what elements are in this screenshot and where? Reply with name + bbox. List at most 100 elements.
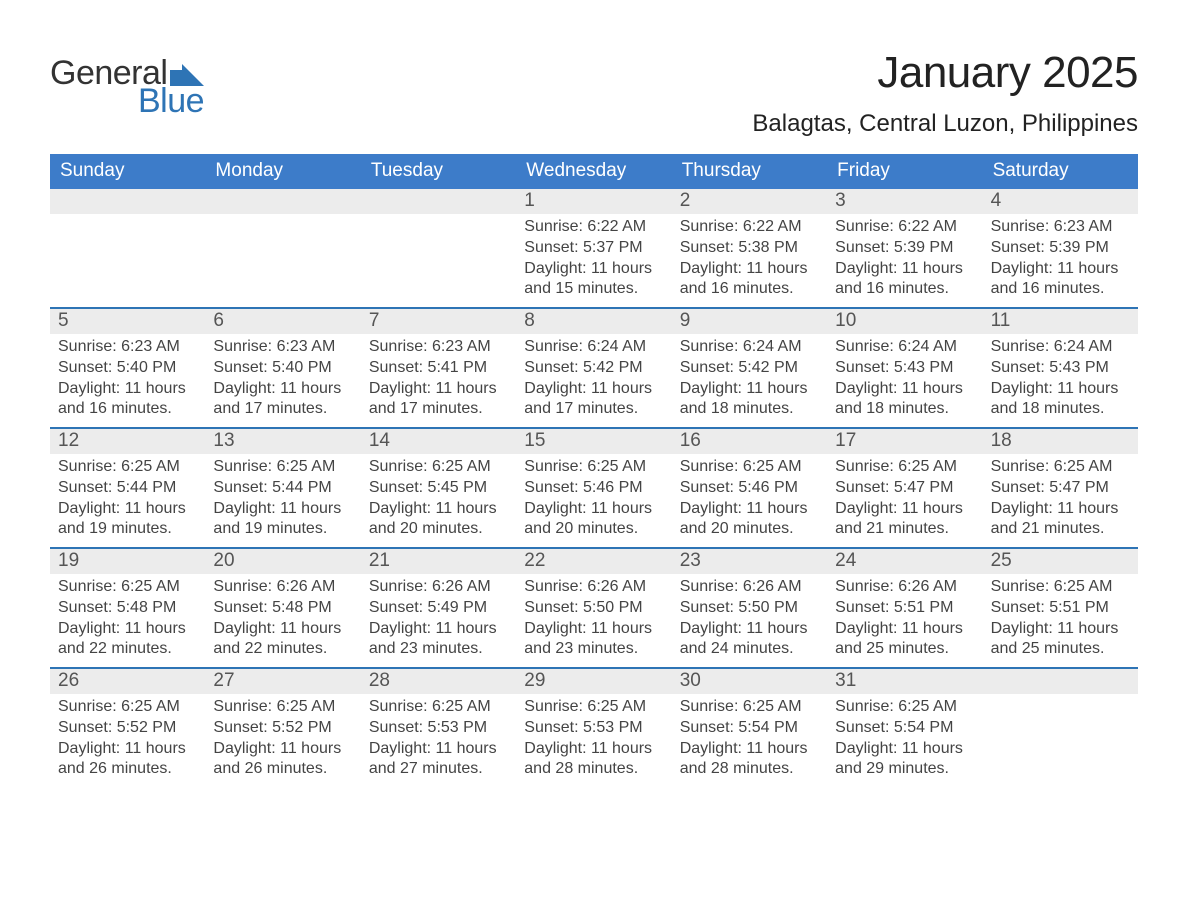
day-details: Sunrise: 6:23 AMSunset: 5:41 PMDaylight:…	[361, 334, 516, 426]
day-number: 11	[983, 309, 1138, 334]
day-number	[361, 189, 516, 214]
day-details: Sunrise: 6:26 AMSunset: 5:48 PMDaylight:…	[205, 574, 360, 666]
calendar-day-cell: 5 Sunrise: 6:23 AMSunset: 5:40 PMDaylight…	[50, 309, 205, 427]
day-details: Sunrise: 6:25 AMSunset: 5:46 PMDaylight:…	[672, 454, 827, 546]
sunrise-text: Sunrise: 6:25 AM	[58, 457, 197, 478]
daylight-text: Daylight: 11 hours and 20 minutes.	[680, 499, 819, 541]
daylight-text: Daylight: 11 hours and 16 minutes.	[58, 379, 197, 421]
sunset-text: Sunset: 5:53 PM	[524, 718, 663, 739]
sunset-text: Sunset: 5:51 PM	[991, 598, 1130, 619]
weekday-header-row: Sunday Monday Tuesday Wednesday Thursday…	[50, 154, 1138, 189]
sunset-text: Sunset: 5:40 PM	[58, 358, 197, 379]
daylight-text: Daylight: 11 hours and 16 minutes.	[680, 259, 819, 301]
day-number: 14	[361, 429, 516, 454]
sunset-text: Sunset: 5:53 PM	[369, 718, 508, 739]
daylight-text: Daylight: 11 hours and 18 minutes.	[680, 379, 819, 421]
sunset-text: Sunset: 5:46 PM	[680, 478, 819, 499]
sunrise-text: Sunrise: 6:23 AM	[58, 337, 197, 358]
weeks-container: 1Sunrise: 6:22 AMSunset: 5:37 PMDaylight…	[50, 189, 1138, 787]
day-details: Sunrise: 6:25 AMSunset: 5:51 PMDaylight:…	[983, 574, 1138, 666]
sunset-text: Sunset: 5:47 PM	[835, 478, 974, 499]
calendar-day-cell: 10Sunrise: 6:24 AMSunset: 5:43 PMDayligh…	[827, 309, 982, 427]
calendar-day-cell	[983, 669, 1138, 787]
calendar-day-cell: 23Sunrise: 6:26 AMSunset: 5:50 PMDayligh…	[672, 549, 827, 667]
day-number: 9	[672, 309, 827, 334]
sunrise-text: Sunrise: 6:26 AM	[369, 577, 508, 598]
sunrise-text: Sunrise: 6:25 AM	[58, 577, 197, 598]
calendar-day-cell: 18Sunrise: 6:25 AMSunset: 5:47 PMDayligh…	[983, 429, 1138, 547]
calendar-day-cell: 26Sunrise: 6:25 AMSunset: 5:52 PMDayligh…	[50, 669, 205, 787]
daylight-text: Daylight: 11 hours and 28 minutes.	[680, 739, 819, 781]
day-details: Sunrise: 6:23 AMSunset: 5:40 PMDaylight:…	[205, 334, 360, 426]
calendar-day-cell: 3Sunrise: 6:22 AMSunset: 5:39 PMDaylight…	[827, 189, 982, 307]
weekday-header-cell: Wednesday	[516, 154, 671, 189]
sunset-text: Sunset: 5:52 PM	[58, 718, 197, 739]
day-number: 28	[361, 669, 516, 694]
day-details: Sunrise: 6:25 AMSunset: 5:47 PMDaylight:…	[983, 454, 1138, 546]
weekday-header-cell: Tuesday	[361, 154, 516, 189]
day-number: 7	[361, 309, 516, 334]
sunrise-text: Sunrise: 6:24 AM	[835, 337, 974, 358]
sunrise-text: Sunrise: 6:22 AM	[680, 217, 819, 238]
day-details: Sunrise: 6:26 AMSunset: 5:50 PMDaylight:…	[516, 574, 671, 666]
weekday-header-cell: Monday	[205, 154, 360, 189]
sunrise-text: Sunrise: 6:25 AM	[369, 697, 508, 718]
sunrise-text: Sunrise: 6:25 AM	[58, 697, 197, 718]
day-number: 25	[983, 549, 1138, 574]
day-number	[50, 189, 205, 214]
weekday-header-cell: Saturday	[983, 154, 1138, 189]
day-number: 3	[827, 189, 982, 214]
day-details: Sunrise: 6:22 AMSunset: 5:38 PMDaylight:…	[672, 214, 827, 306]
sunrise-text: Sunrise: 6:25 AM	[524, 457, 663, 478]
sunset-text: Sunset: 5:47 PM	[991, 478, 1130, 499]
calendar-day-cell: 22Sunrise: 6:26 AMSunset: 5:50 PMDayligh…	[516, 549, 671, 667]
day-number: 8	[516, 309, 671, 334]
daylight-text: Daylight: 11 hours and 21 minutes.	[991, 499, 1130, 541]
location-subtitle: Balagtas, Central Luzon, Philippines	[752, 110, 1138, 138]
calendar-day-cell: 14Sunrise: 6:25 AMSunset: 5:45 PMDayligh…	[361, 429, 516, 547]
day-details: Sunrise: 6:24 AMSunset: 5:43 PMDaylight:…	[827, 334, 982, 426]
daylight-text: Daylight: 11 hours and 17 minutes.	[524, 379, 663, 421]
sunrise-text: Sunrise: 6:26 AM	[213, 577, 352, 598]
sunrise-text: Sunrise: 6:22 AM	[835, 217, 974, 238]
sunset-text: Sunset: 5:46 PM	[524, 478, 663, 499]
sunrise-text: Sunrise: 6:25 AM	[835, 697, 974, 718]
day-number: 15	[516, 429, 671, 454]
sunset-text: Sunset: 5:43 PM	[835, 358, 974, 379]
sunset-text: Sunset: 5:50 PM	[524, 598, 663, 619]
day-details: Sunrise: 6:26 AMSunset: 5:50 PMDaylight:…	[672, 574, 827, 666]
day-details: Sunrise: 6:22 AMSunset: 5:37 PMDaylight:…	[516, 214, 671, 306]
sunrise-text: Sunrise: 6:25 AM	[369, 457, 508, 478]
daylight-text: Daylight: 11 hours and 19 minutes.	[213, 499, 352, 541]
day-details: Sunrise: 6:25 AMSunset: 5:47 PMDaylight:…	[827, 454, 982, 546]
sunset-text: Sunset: 5:44 PM	[58, 478, 197, 499]
day-number: 22	[516, 549, 671, 574]
daylight-text: Daylight: 11 hours and 15 minutes.	[524, 259, 663, 301]
calendar-week-row: 19Sunrise: 6:25 AMSunset: 5:48 PMDayligh…	[50, 547, 1138, 667]
daylight-text: Daylight: 11 hours and 25 minutes.	[991, 619, 1130, 661]
sunset-text: Sunset: 5:45 PM	[369, 478, 508, 499]
day-details: Sunrise: 6:25 AMSunset: 5:44 PMDaylight:…	[205, 454, 360, 546]
calendar-day-cell: 17Sunrise: 6:25 AMSunset: 5:47 PMDayligh…	[827, 429, 982, 547]
day-number: 5	[50, 309, 205, 334]
daylight-text: Daylight: 11 hours and 22 minutes.	[213, 619, 352, 661]
calendar-day-cell: 4Sunrise: 6:23 AMSunset: 5:39 PMDaylight…	[983, 189, 1138, 307]
daylight-text: Daylight: 11 hours and 24 minutes.	[680, 619, 819, 661]
daylight-text: Daylight: 11 hours and 26 minutes.	[213, 739, 352, 781]
weekday-header-cell: Friday	[827, 154, 982, 189]
daylight-text: Daylight: 11 hours and 20 minutes.	[524, 499, 663, 541]
day-number: 29	[516, 669, 671, 694]
sunrise-text: Sunrise: 6:24 AM	[680, 337, 819, 358]
calendar-day-cell: 9Sunrise: 6:24 AMSunset: 5:42 PMDaylight…	[672, 309, 827, 427]
sunset-text: Sunset: 5:54 PM	[835, 718, 974, 739]
day-number: 17	[827, 429, 982, 454]
calendar-day-cell: 16Sunrise: 6:25 AMSunset: 5:46 PMDayligh…	[672, 429, 827, 547]
day-details: Sunrise: 6:24 AMSunset: 5:42 PMDaylight:…	[672, 334, 827, 426]
daylight-text: Daylight: 11 hours and 22 minutes.	[58, 619, 197, 661]
sunset-text: Sunset: 5:40 PM	[213, 358, 352, 379]
sunset-text: Sunset: 5:51 PM	[835, 598, 974, 619]
day-details: Sunrise: 6:25 AMSunset: 5:53 PMDaylight:…	[516, 694, 671, 786]
sunrise-text: Sunrise: 6:25 AM	[991, 577, 1130, 598]
sunset-text: Sunset: 5:43 PM	[991, 358, 1130, 379]
day-details: Sunrise: 6:24 AMSunset: 5:43 PMDaylight:…	[983, 334, 1138, 426]
